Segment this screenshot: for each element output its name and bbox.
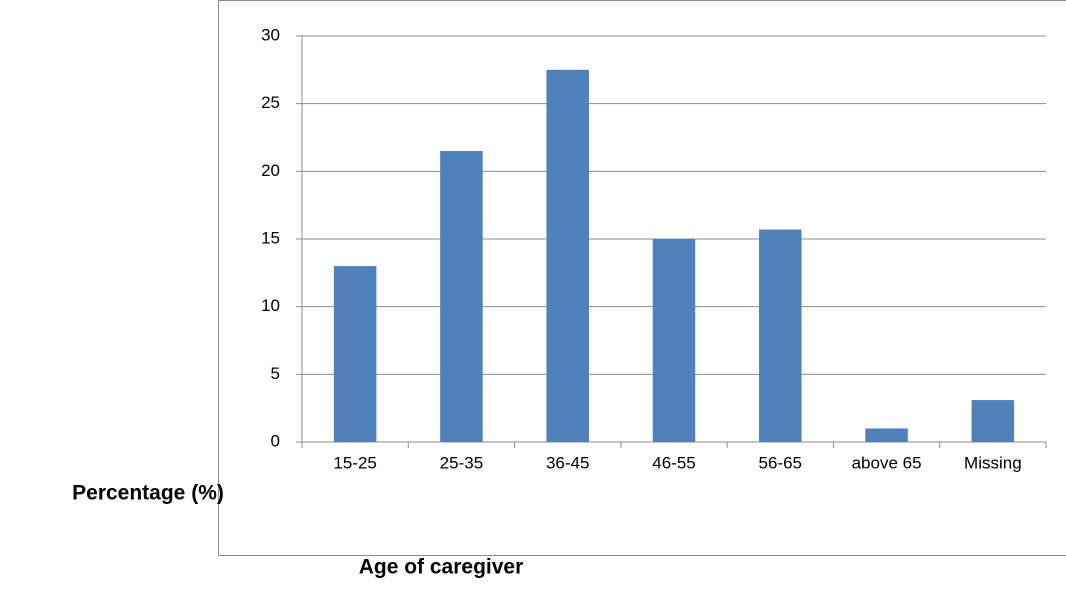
y-tick-label: 30 bbox=[261, 25, 280, 44]
chart-frame bbox=[218, 0, 1066, 556]
x-tick-label: 25-35 bbox=[440, 453, 483, 472]
y-tick-label: 15 bbox=[261, 228, 280, 247]
y-tick-label: 0 bbox=[271, 431, 280, 450]
y-tick-label: 25 bbox=[261, 93, 280, 112]
x-tick-label: 15-25 bbox=[333, 453, 376, 472]
x-tick-label: 36-45 bbox=[546, 453, 589, 472]
bar bbox=[971, 400, 1015, 442]
x-tick-label: Missing bbox=[964, 453, 1022, 472]
y-tick-label: 20 bbox=[261, 161, 280, 180]
bar bbox=[546, 69, 589, 442]
y-tick-label: 5 bbox=[271, 364, 280, 383]
x-tick-label: above 65 bbox=[852, 453, 922, 472]
bar bbox=[865, 428, 908, 442]
bar bbox=[333, 266, 377, 442]
bar bbox=[652, 239, 696, 442]
x-tick-label: 46-55 bbox=[652, 453, 695, 472]
x-tick-label: 56-65 bbox=[759, 453, 802, 472]
bar bbox=[759, 229, 802, 442]
bar bbox=[440, 151, 483, 443]
y-axis-label: Percentage (%) bbox=[72, 482, 224, 505]
x-axis-label: Age of caregiver bbox=[359, 556, 524, 579]
y-tick-label: 10 bbox=[261, 296, 280, 315]
